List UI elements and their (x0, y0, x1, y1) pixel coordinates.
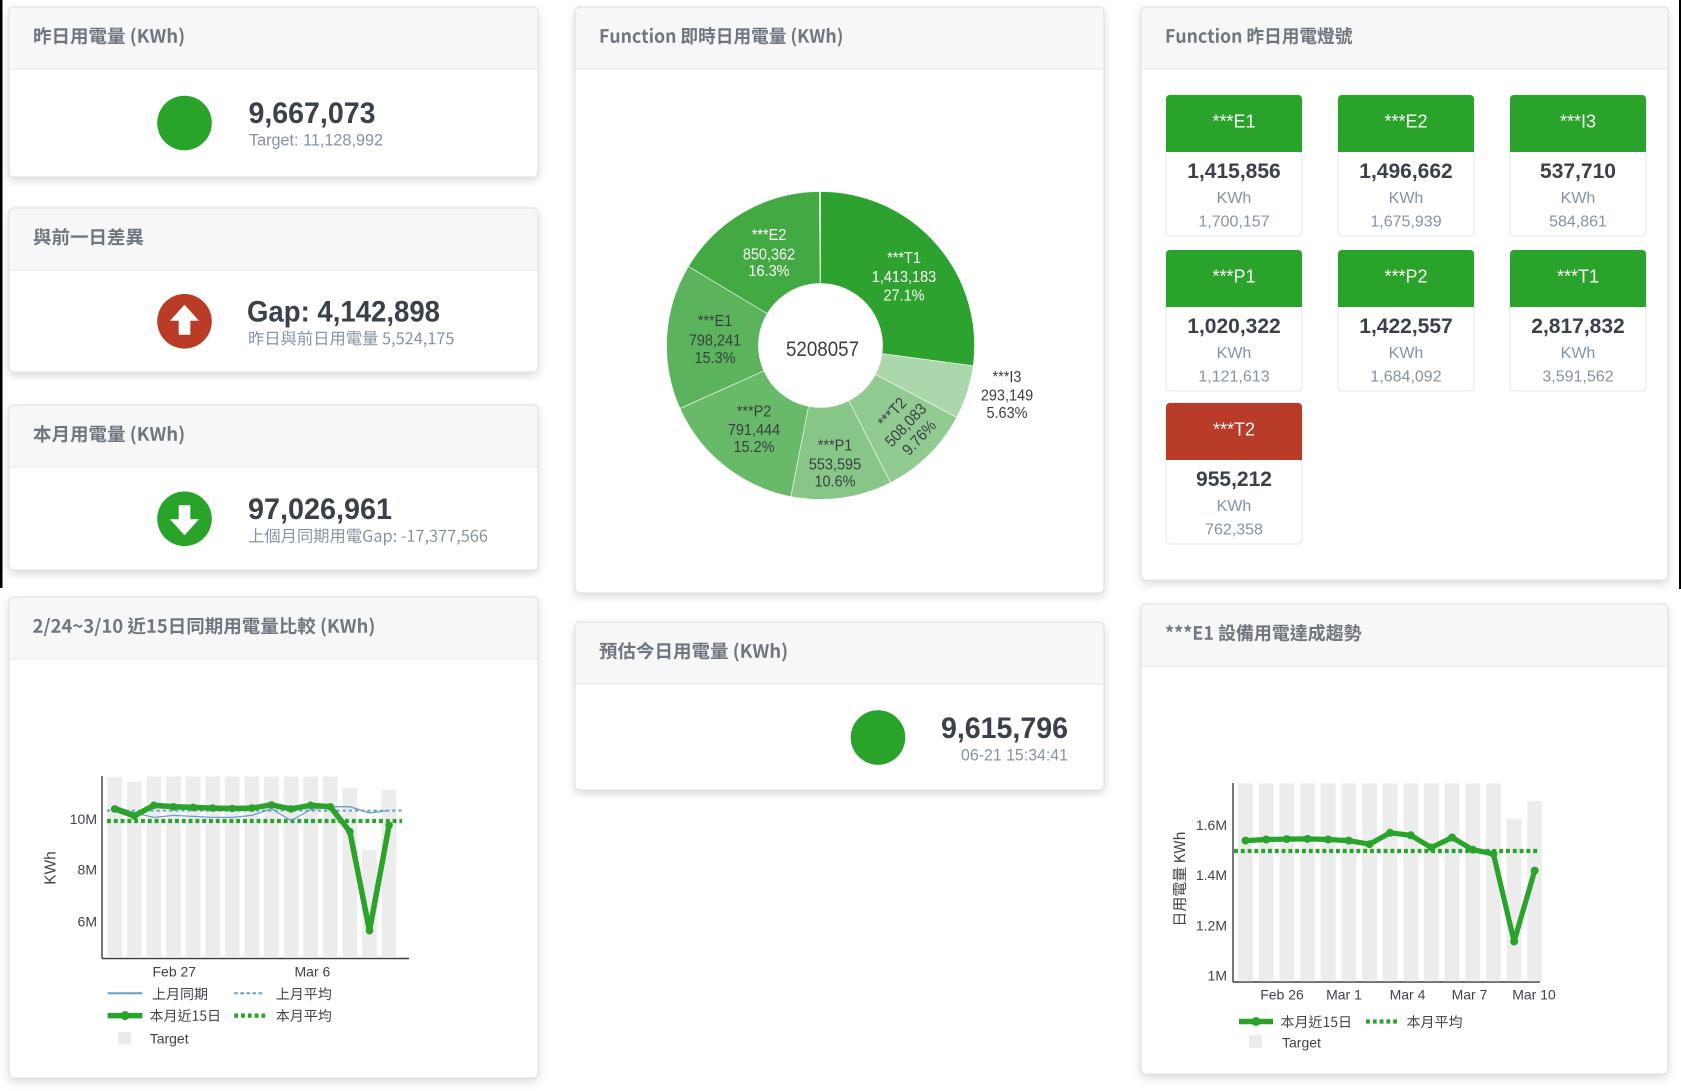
svg-text:KWh: KWh (1217, 498, 1252, 515)
svg-text:***E1: ***E1 (1212, 112, 1255, 132)
svg-text:***E2: ***E2 (1384, 112, 1427, 132)
svg-text:1,684,092: 1,684,092 (1370, 369, 1441, 386)
svg-text:***I3: ***I3 (1560, 112, 1596, 132)
svg-text:KWh: KWh (43, 851, 60, 885)
svg-text:3,591,562: 3,591,562 (1542, 369, 1613, 386)
svg-text:15.3%: 15.3% (694, 350, 735, 367)
svg-text:Feb 27: Feb 27 (153, 964, 197, 980)
svg-text:Mar 1: Mar 1 (1326, 987, 1362, 1003)
svg-text:762,358: 762,358 (1205, 522, 1263, 539)
svg-text:Mar 10: Mar 10 (1512, 987, 1556, 1003)
svg-text:Mar 4: Mar 4 (1390, 987, 1426, 1003)
svg-text:5208057: 5208057 (786, 337, 859, 361)
svg-text:1,121,613: 1,121,613 (1198, 369, 1269, 386)
svg-text:KWh: KWh (1561, 345, 1596, 362)
svg-text:9,667,073: 9,667,073 (249, 97, 376, 130)
svg-text:Mar 7: Mar 7 (1452, 987, 1488, 1003)
svg-text:***T2: ***T2 (1213, 420, 1255, 440)
svg-text:10.6%: 10.6% (814, 473, 855, 490)
svg-text:1.6M: 1.6M (1196, 817, 1227, 833)
svg-text:KWh: KWh (1389, 190, 1424, 207)
svg-text:293,149: 293,149 (981, 388, 1033, 405)
svg-text:955,212: 955,212 (1196, 468, 1272, 491)
svg-text:Feb 26: Feb 26 (1260, 987, 1304, 1003)
svg-text:791,444: 791,444 (728, 422, 780, 439)
svg-text:5.63%: 5.63% (986, 405, 1027, 422)
svg-text:Mar 6: Mar 6 (295, 964, 331, 980)
svg-text:1M: 1M (1208, 968, 1227, 984)
svg-text:1,675,939: 1,675,939 (1370, 214, 1441, 231)
svg-text:1,496,662: 1,496,662 (1359, 160, 1452, 183)
svg-text:584,861: 584,861 (1549, 214, 1607, 231)
svg-text:850,362: 850,362 (743, 247, 795, 264)
svg-text:***P2: ***P2 (737, 403, 772, 420)
svg-text:553,595: 553,595 (809, 456, 861, 473)
svg-text:Gap: 4,142,898: Gap: 4,142,898 (247, 296, 440, 329)
svg-text:16.3%: 16.3% (748, 263, 789, 280)
svg-text:97,026,961: 97,026,961 (248, 493, 392, 526)
svg-text:27.1%: 27.1% (883, 288, 924, 305)
svg-text:1,415,856: 1,415,856 (1187, 160, 1280, 183)
svg-text:1,700,157: 1,700,157 (1198, 214, 1269, 231)
svg-text:***P2: ***P2 (1384, 267, 1427, 287)
svg-text:06-21 15:34:41: 06-21 15:34:41 (961, 746, 1068, 765)
svg-text:15.2%: 15.2% (733, 439, 774, 456)
svg-text:537,710: 537,710 (1540, 160, 1616, 183)
svg-text:1,422,557: 1,422,557 (1359, 315, 1452, 338)
svg-text:Target: 11,128,992: Target: 11,128,992 (249, 131, 383, 150)
svg-text:Target: Target (150, 1030, 189, 1046)
svg-text:***T1: ***T1 (887, 250, 921, 267)
svg-text:6M: 6M (78, 914, 97, 930)
svg-text:***I3: ***I3 (993, 369, 1022, 386)
svg-text:798,241: 798,241 (689, 332, 741, 349)
svg-text:10M: 10M (70, 811, 97, 827)
svg-text:***E1: ***E1 (698, 313, 733, 330)
svg-text:1.4M: 1.4M (1196, 867, 1227, 883)
svg-text:9,615,796: 9,615,796 (941, 712, 1068, 745)
svg-text:8M: 8M (78, 861, 97, 877)
svg-text:***P1: ***P1 (1212, 267, 1255, 287)
svg-text:***P1: ***P1 (818, 438, 853, 455)
svg-text:KWh: KWh (1217, 190, 1252, 207)
svg-text:1,020,322: 1,020,322 (1187, 315, 1280, 338)
svg-text:KWh: KWh (1561, 190, 1596, 207)
svg-text:1,413,183: 1,413,183 (872, 269, 936, 286)
svg-text:1.2M: 1.2M (1196, 917, 1227, 933)
svg-text:***E2: ***E2 (752, 227, 787, 244)
svg-text:KWh: KWh (1217, 345, 1252, 362)
svg-text:***T1: ***T1 (1557, 267, 1599, 287)
svg-text:KWh: KWh (1389, 345, 1424, 362)
svg-text:Target: Target (1282, 1034, 1321, 1050)
svg-text:2,817,832: 2,817,832 (1531, 315, 1624, 338)
